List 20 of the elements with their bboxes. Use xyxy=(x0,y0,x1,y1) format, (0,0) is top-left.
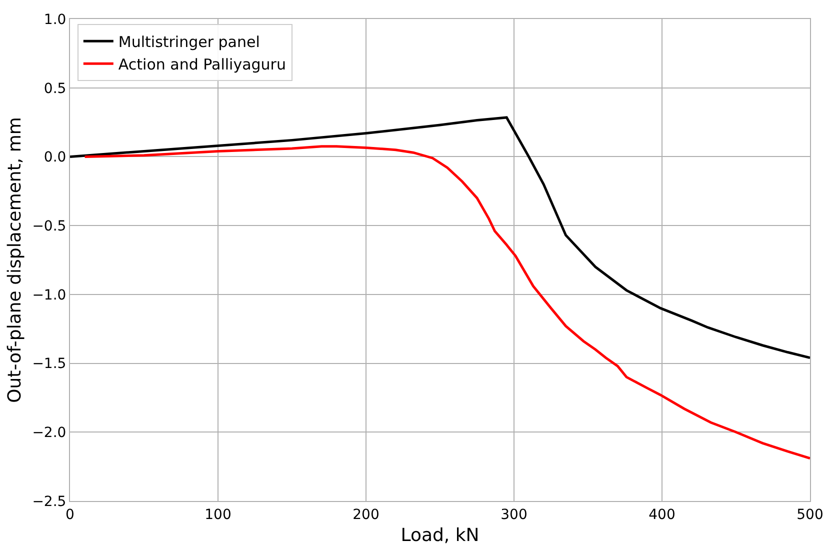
y-tick-label: −2.0 xyxy=(32,425,66,442)
y-tick-label: 0.0 xyxy=(44,150,66,166)
y-tick-label: 0.5 xyxy=(44,80,66,97)
x-tick-label: 400 xyxy=(648,506,676,523)
line-series xyxy=(70,116,810,360)
y-tick-label: −2.5 xyxy=(32,494,66,510)
legend-label: Action and Palliyaguru xyxy=(118,55,286,74)
x-tick-label: 100 xyxy=(204,506,232,523)
x-tick-label: 200 xyxy=(352,506,380,523)
x-tick-label: 0 xyxy=(66,506,74,523)
y-tick-label: −0.5 xyxy=(32,218,66,234)
line-series xyxy=(84,145,810,460)
legend-label: Multistringer panel xyxy=(118,32,260,51)
x-axis-title: Load, kN xyxy=(400,524,480,546)
y-tick-label: −1.5 xyxy=(32,356,66,372)
y-tick-label: 1.0 xyxy=(44,12,66,28)
y-axis-title: Out-of-plane displacement, mm xyxy=(4,117,26,403)
x-tick-label: 300 xyxy=(500,506,528,523)
y-tick-label: −1.0 xyxy=(32,287,66,304)
x-tick-label: 500 xyxy=(796,506,824,523)
